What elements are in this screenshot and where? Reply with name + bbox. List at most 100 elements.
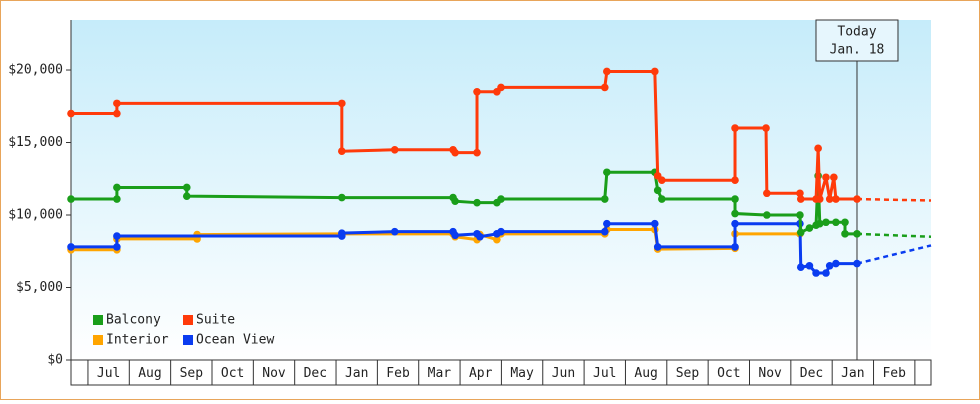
point <box>658 176 666 185</box>
x-tick-label: Oct <box>717 366 740 381</box>
point <box>451 197 459 206</box>
legend-swatch <box>183 335 193 345</box>
point <box>67 243 75 251</box>
point <box>822 173 830 182</box>
point <box>651 67 659 76</box>
today-box <box>815 19 899 62</box>
x-tick-label: Nov <box>262 366 286 381</box>
point <box>113 183 121 192</box>
point <box>796 263 805 272</box>
x-tick-label: Oct <box>221 366 244 381</box>
x-tick-label: Aug <box>634 366 657 381</box>
point <box>473 148 481 157</box>
point <box>338 229 346 237</box>
x-tick-label: Aug <box>138 366 161 381</box>
point <box>653 243 662 251</box>
x-tick-label: Nov <box>758 366 782 381</box>
y-tick-label: $15,000 <box>8 135 63 150</box>
point <box>603 219 611 228</box>
x-tick-label: Feb <box>882 366 906 381</box>
x-tick-label: Dec <box>304 366 327 381</box>
point <box>796 211 804 219</box>
point <box>832 195 840 203</box>
point <box>853 259 861 268</box>
y-tick-label: $0 <box>47 353 63 368</box>
point <box>796 195 805 203</box>
today-label: Today <box>837 25 876 40</box>
point <box>473 87 481 96</box>
point <box>67 109 75 118</box>
point <box>815 219 824 228</box>
point <box>814 144 822 153</box>
x-tick-label: Mar <box>428 366 452 381</box>
point <box>832 259 840 268</box>
point <box>338 193 346 202</box>
point <box>805 224 814 232</box>
point <box>853 230 861 238</box>
point <box>497 227 505 236</box>
legend-swatch <box>93 335 103 345</box>
point <box>825 195 834 203</box>
point <box>731 124 739 132</box>
x-tick-label: Jan <box>345 366 368 381</box>
x-tick-label: Feb <box>386 366 410 381</box>
point <box>731 195 739 203</box>
point <box>841 230 849 238</box>
point <box>763 189 771 198</box>
point <box>830 173 838 182</box>
legend-label: Interior <box>106 333 169 348</box>
y-tick-label: $20,000 <box>8 63 63 78</box>
forecast-line <box>856 232 932 239</box>
point <box>832 218 840 227</box>
point <box>497 195 505 203</box>
point <box>493 235 501 244</box>
point <box>822 269 830 277</box>
point <box>451 231 459 240</box>
forecast-line <box>856 244 932 265</box>
point <box>825 261 834 270</box>
point <box>841 218 849 227</box>
point <box>763 211 771 219</box>
plot-area <box>71 20 931 360</box>
point <box>603 168 611 177</box>
x-tick-label: Jul <box>97 366 120 381</box>
point <box>182 183 191 192</box>
point <box>113 99 121 108</box>
point <box>822 218 830 227</box>
today-label: Jan. 18 <box>830 43 885 58</box>
point <box>815 195 824 203</box>
point <box>67 195 75 203</box>
legend-label: Balcony <box>106 313 161 328</box>
point <box>390 145 399 154</box>
x-tick-label: Jul <box>593 366 616 381</box>
point <box>451 148 459 157</box>
point <box>113 243 121 251</box>
point <box>853 195 861 203</box>
legend-swatch <box>183 315 193 325</box>
x-tick-label: Sep <box>180 366 204 381</box>
forecast-line <box>856 197 932 202</box>
x-tick-label: May <box>510 366 534 381</box>
point <box>653 186 662 195</box>
x-tick-label: Dec <box>800 366 823 381</box>
point <box>600 195 609 203</box>
point <box>796 228 805 237</box>
x-tick-label: Apr <box>469 366 493 381</box>
point <box>338 99 346 108</box>
point <box>731 219 739 228</box>
point <box>338 147 346 156</box>
legend-swatch <box>93 315 103 325</box>
point <box>113 232 121 240</box>
point <box>473 198 481 207</box>
point <box>731 243 739 251</box>
point <box>762 124 770 132</box>
point <box>182 192 191 200</box>
point <box>476 232 484 241</box>
point <box>603 67 611 76</box>
point <box>658 195 666 203</box>
point <box>113 195 121 203</box>
point <box>651 219 659 228</box>
point <box>812 269 820 277</box>
point <box>497 83 505 92</box>
